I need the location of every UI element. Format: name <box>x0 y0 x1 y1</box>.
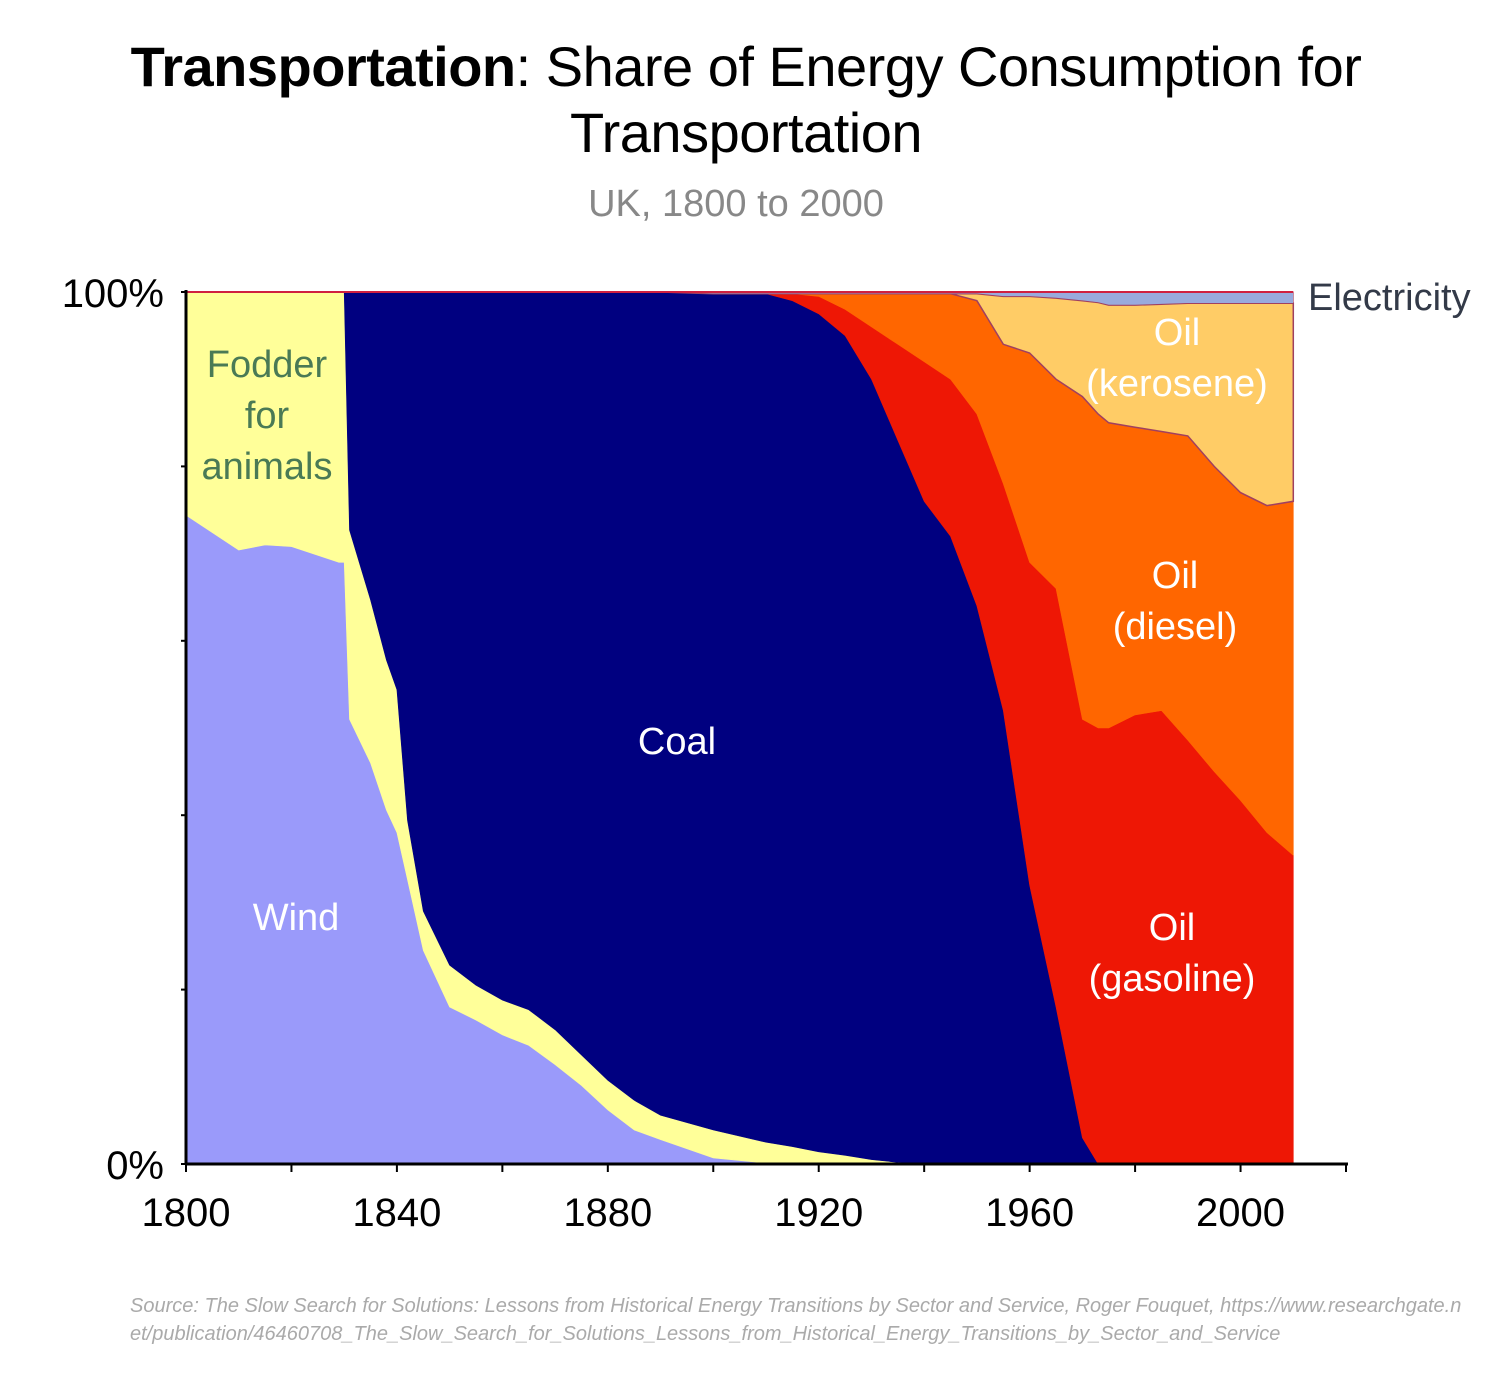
series-label-line: (kerosene) <box>1086 363 1268 405</box>
areas <box>185 291 1295 1165</box>
series-label-line: Coal <box>638 721 716 763</box>
x-tick-label: 1840 <box>352 1191 441 1235</box>
series-label-line: animals <box>202 446 333 488</box>
series-label-line: Wind <box>253 897 340 939</box>
series-label-coal: Coal <box>638 721 716 763</box>
source-note: Source: The Slow Search for Solutions: L… <box>130 1295 1462 1345</box>
axes: 1800 1840 1880 1920 1960 2000 0% 100% <box>62 272 1348 1235</box>
x-tick-label: 1960 <box>985 1191 1074 1235</box>
y-tick-label: 100% <box>62 272 164 316</box>
chart-title-rest: : Share of Energy Consumption for Transp… <box>515 35 1362 164</box>
series-label-oil-gasoline: Oil (gasoline) <box>1089 907 1256 1000</box>
series-label-electricity: Electricity <box>1308 277 1471 319</box>
series-label-line: (gasoline) <box>1089 958 1256 1000</box>
chart-title-bold: Transportation <box>130 35 517 98</box>
series-label-line: Oil <box>1149 907 1195 949</box>
series-label-line: Electricity <box>1308 277 1471 319</box>
x-tick-label: 2000 <box>1196 1191 1285 1235</box>
series-label-oil-diesel: Oil (diesel) <box>1113 555 1238 648</box>
chart-subtitle: UK, 1800 to 2000 <box>588 183 884 225</box>
series-label-oil-kerosene: Oil (kerosene) <box>1086 312 1268 405</box>
series-label-line: Fodder <box>207 344 328 386</box>
x-tick-label: 1920 <box>774 1191 863 1235</box>
series-label-line: Oil <box>1154 312 1200 354</box>
series-label-line: (diesel) <box>1113 606 1238 648</box>
x-tick-label: 1880 <box>563 1191 652 1235</box>
x-tick-label: 1800 <box>142 1191 231 1235</box>
y-tick-label: 0% <box>106 1144 164 1188</box>
series-label-wind: Wind <box>253 897 340 939</box>
series-label-fodder-for-animals: Fodder for animals <box>202 344 333 488</box>
series-label-line: for <box>245 395 290 437</box>
series-label-line: Oil <box>1152 555 1198 597</box>
chart-title: Transportation: Share of Energy Consumpt… <box>0 34 1492 166</box>
